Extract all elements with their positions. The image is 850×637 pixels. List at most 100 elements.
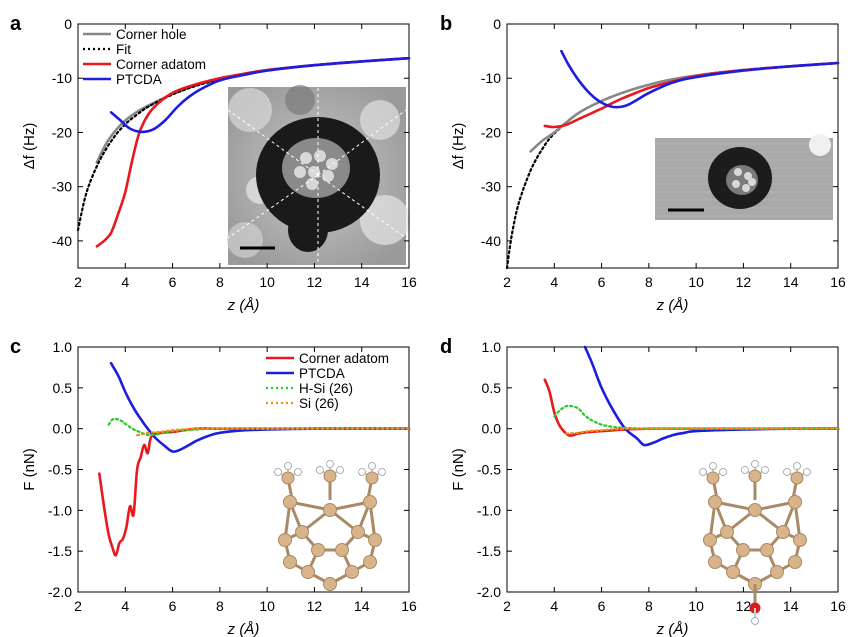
dark-region (288, 208, 328, 252)
series-line-corner-adatom (543, 378, 840, 437)
molecule-lobe (308, 166, 320, 178)
sector-line (227, 109, 319, 176)
legend-entry: Fit (116, 42, 131, 57)
silicon-atom (351, 525, 365, 539)
x-tick-label: 2 (503, 274, 511, 290)
silicon-atom (770, 565, 784, 579)
silicon-atom (281, 471, 295, 485)
y-axis-label: Δf (Hz) (21, 123, 38, 170)
silicon-atom (736, 543, 750, 557)
hydrogen-atom (358, 468, 366, 476)
silicon-atom (776, 525, 790, 539)
y-tick-label: -2.0 (48, 584, 72, 600)
legend-entry: PTCDA (116, 72, 162, 87)
y-tick-label: -40 (52, 233, 72, 249)
series-line-ptcda (583, 345, 840, 447)
x-axis-label: z (Å) (656, 297, 689, 314)
x-tick-label: 16 (401, 598, 417, 614)
legend-entry: H-Si (26) (299, 381, 353, 396)
x-tick-label: 14 (354, 274, 370, 290)
molecule-lobe (306, 178, 318, 190)
x-tick-label: 4 (550, 274, 558, 290)
molecule-lobe (744, 172, 752, 180)
hydrogen-atom (741, 466, 749, 474)
hydrogen-atom (368, 462, 376, 470)
silicon-atom (720, 525, 734, 539)
hydrogen-atom (709, 462, 717, 470)
stm-texture (228, 88, 272, 132)
x-tick-label: 16 (830, 274, 846, 290)
x-tick-label: 2 (74, 274, 82, 290)
x-tick-label: 14 (354, 598, 370, 614)
x-tick-label: 10 (259, 598, 275, 614)
panel-label: c (10, 336, 21, 358)
silicon-atom (295, 525, 309, 539)
silicon-atom (363, 495, 377, 509)
silicon-atom (726, 565, 740, 579)
silicon-atom (760, 543, 774, 557)
silicon-atom (323, 469, 337, 483)
stm-texture (227, 222, 263, 258)
y-tick-label: -30 (52, 179, 72, 195)
x-tick-label: 10 (688, 274, 704, 290)
silicon-atom (748, 469, 762, 483)
molecule-lobe (734, 168, 742, 176)
hydrogen-atom (803, 468, 811, 476)
hydrogen-atom (793, 462, 801, 470)
hole-center (726, 165, 758, 195)
silicon-atom (311, 543, 325, 557)
hydrogen-atom (783, 468, 791, 476)
x-tick-label: 8 (645, 598, 653, 614)
y-tick-label: -40 (481, 233, 501, 249)
x-tick-label: 6 (598, 274, 606, 290)
stm-texture (285, 85, 315, 115)
y-tick-label: -2.0 (477, 584, 501, 600)
molecule-lobe (294, 166, 306, 178)
x-tick-label: 12 (307, 274, 323, 290)
x-tick-label: 14 (783, 598, 799, 614)
molecule-lobe (314, 150, 326, 162)
y-tick-label: -1.0 (48, 502, 72, 518)
y-tick-label: 1.0 (53, 339, 73, 355)
panel-label: d (440, 336, 452, 358)
si-cluster-model (274, 460, 386, 591)
molecule-lobe (732, 180, 740, 188)
hydrogen-atom (294, 468, 302, 476)
y-tick-label: -0.5 (477, 462, 501, 478)
y-tick-label: -20 (481, 124, 501, 140)
x-tick-label: 6 (169, 274, 177, 290)
silicon-atom (323, 503, 337, 517)
series-line-corner-adatom (543, 61, 840, 129)
y-tick-label: -20 (52, 124, 72, 140)
panel-c: c 2 4 6 8 10 12 14 16 1.0 0.5 0.0 -0.5 -1.0 -1.5 -2.0 z … (10, 336, 417, 637)
y-tick-label: 1.0 (482, 339, 502, 355)
y-tick-label: 0 (493, 16, 501, 32)
silicon-atom (278, 533, 292, 547)
panel-d: d 2 4 6 8 10 12 14 16 1.0 0.5 0.0 -0.5 -1.0 -1.5 -2.0 z … (440, 336, 846, 637)
sector-line (227, 174, 319, 239)
hydrogen-atom (316, 466, 324, 474)
series-line-ptcda (560, 49, 840, 109)
series-line-ptcda (109, 56, 411, 134)
silicon-atom (748, 503, 762, 517)
silicon-atom (708, 495, 722, 509)
hydrogen-atom (751, 617, 759, 625)
silicon-atom (788, 495, 802, 509)
x-tick-label: 8 (216, 598, 224, 614)
y-tick-label: -30 (481, 179, 501, 195)
x-tick-label: 12 (736, 598, 752, 614)
silicon-atom (335, 543, 349, 557)
x-tick-label: 12 (736, 274, 752, 290)
x-tick-label: 10 (259, 274, 275, 290)
series-line-si-26- (136, 427, 411, 437)
silicon-atom (283, 495, 297, 509)
y-tick-label: 0.0 (482, 421, 502, 437)
panel-label: b (440, 13, 452, 35)
legend-entry: Corner adatom (116, 57, 206, 72)
x-tick-label: 16 (830, 598, 846, 614)
legend-entry: Corner hole (116, 27, 187, 42)
y-tick-label: -10 (52, 70, 72, 86)
silicon-atom (283, 555, 297, 569)
